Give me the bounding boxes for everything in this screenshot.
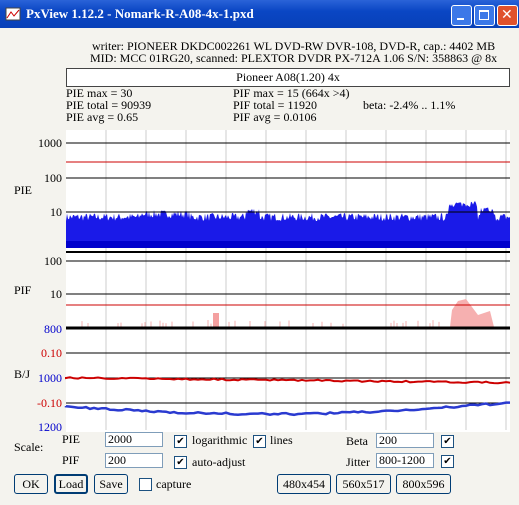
media-info: MID: MCC 01RG20, scanned: PLEXTOR DVDR P…	[90, 51, 498, 65]
label: capture	[156, 477, 192, 491]
tick-label: 1200	[38, 420, 62, 434]
close-button[interactable]: ✕	[497, 5, 518, 26]
stat: PIE avg = 0.65	[66, 110, 139, 124]
axis-label: PIF	[14, 283, 32, 297]
tick-label: 800	[44, 322, 62, 336]
checkbox[interactable]: ✔	[441, 455, 454, 468]
tick-label: 10	[50, 287, 62, 301]
load-button[interactable]: Load	[54, 474, 88, 494]
label: Scale:	[14, 440, 44, 454]
tick-label: -0.10	[37, 396, 62, 410]
label: PIE	[62, 432, 80, 446]
tick-label: 100	[44, 254, 62, 268]
label: lines	[270, 433, 293, 447]
plot-texture	[450, 299, 494, 327]
size-button[interactable]: 800x596	[396, 474, 451, 494]
profile: Pioneer A08(1.20) 4x	[236, 70, 340, 84]
checkbox[interactable]	[139, 478, 152, 491]
writer-info: writer: PIONEER DKDC002261 WL DVD-RW DVR…	[92, 39, 496, 53]
save-button[interactable]: Save	[94, 474, 128, 494]
tick-label: 0.10	[41, 346, 62, 360]
checkbox[interactable]: ✔	[441, 435, 454, 448]
label: logarithmic	[192, 433, 248, 447]
plot-texture	[65, 376, 511, 385]
tick-label: 100	[44, 171, 62, 185]
plot-texture	[66, 201, 510, 248]
tick-label: 1000	[38, 136, 62, 150]
size-button[interactable]: 560x517	[336, 474, 391, 494]
pie-scale-input[interactable]	[105, 432, 163, 447]
window-title: PxView 1.12.2 - Nomark-R-A08-4x-1.pxd	[26, 6, 254, 21]
axis-label: PIE	[14, 183, 32, 197]
title-bar: PxView 1.12.2 - Nomark-R-A08-4x-1.pxd ✕	[0, 0, 519, 28]
profile-box: Pioneer A08(1.20) 4x	[66, 68, 510, 87]
maximize-button[interactable]	[474, 5, 495, 26]
stat: beta: -2.4% .. 1.1%	[363, 98, 456, 112]
app-icon	[5, 7, 21, 21]
stat: PIE total = 90939	[66, 98, 152, 112]
checkbox[interactable]: ✔	[253, 435, 266, 448]
label: Jitter	[346, 455, 370, 469]
stat: PIF total = 11920	[233, 98, 317, 112]
minimize-button[interactable]	[451, 5, 472, 26]
tick-label: 10	[50, 205, 62, 219]
tick-label: 1000	[38, 371, 62, 385]
stat: PIF max = 15 (664x >4)	[233, 86, 350, 100]
label: PIF	[62, 453, 80, 467]
beta-input[interactable]	[376, 433, 434, 448]
jitter-input[interactable]	[376, 453, 434, 468]
plots: PIE 1000 100 10 PIF 100 10 800 B/J 0.10 …	[14, 130, 511, 434]
size-button[interactable]: 480x454	[277, 474, 331, 494]
pif-scale-input[interactable]	[105, 453, 163, 468]
plot-texture	[213, 313, 219, 327]
stat: PIF avg = 0.0106	[233, 110, 317, 124]
axis-label: B/J	[14, 367, 30, 381]
stat: PIE max = 30	[66, 86, 133, 100]
plot-area	[66, 130, 510, 432]
ok-button[interactable]: OK	[14, 474, 48, 494]
plot-texture	[66, 241, 510, 248]
checkbox[interactable]: ✔	[174, 456, 187, 469]
checkbox[interactable]: ✔	[174, 435, 187, 448]
label: Beta	[346, 434, 368, 448]
plot-texture	[64, 401, 510, 417]
label: auto-adjust	[192, 455, 246, 469]
